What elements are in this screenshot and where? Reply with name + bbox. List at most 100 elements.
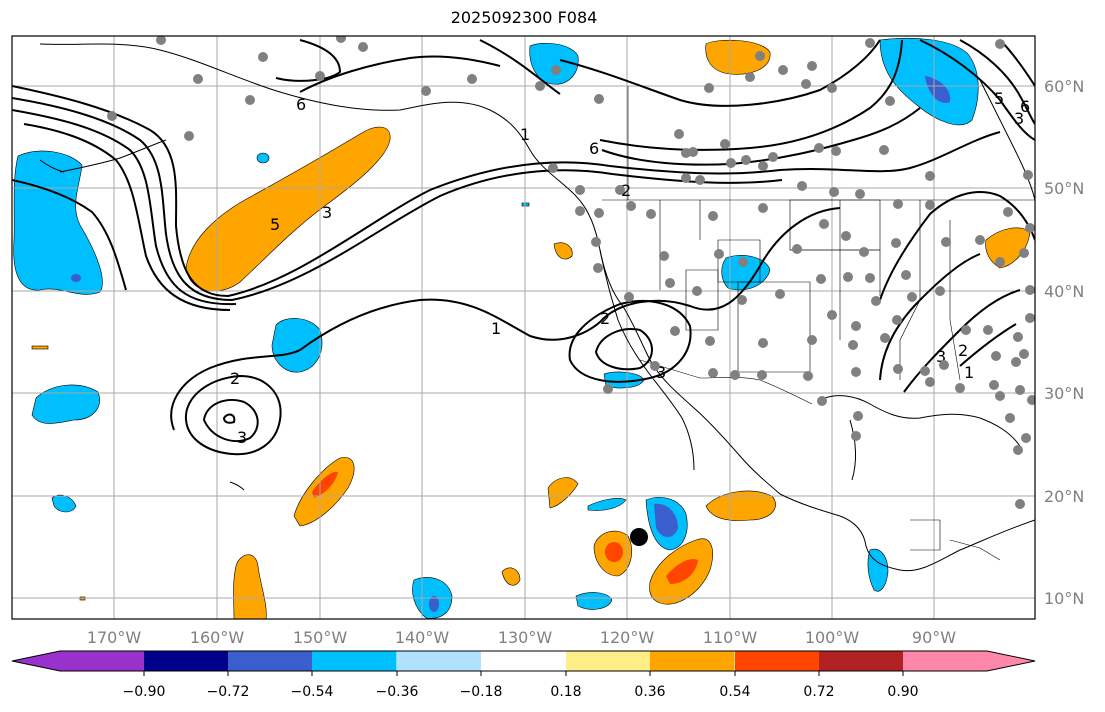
station-marker (935, 286, 945, 296)
coastlines (39, 43, 1035, 572)
station-marker (995, 257, 1005, 267)
map-title: 2025092300 F084 (450, 8, 598, 27)
country-state-borders (602, 86, 1035, 561)
station-marker (803, 371, 813, 381)
contour-label: 6 (1020, 97, 1030, 116)
station-marker (778, 65, 788, 75)
station-marker (807, 335, 817, 345)
station-marker (768, 152, 778, 162)
station-marker (624, 292, 634, 302)
colorbar-tick-label: −0.54 (291, 684, 334, 700)
station-marker (674, 129, 684, 139)
station-marker (807, 61, 817, 71)
station-marker (827, 310, 837, 320)
station-marker (991, 351, 1001, 361)
station-marker (551, 65, 561, 75)
station-marker (814, 143, 824, 153)
station-marker (755, 51, 765, 61)
station-marker (650, 361, 660, 371)
station-marker (1015, 385, 1025, 395)
station-marker (1023, 170, 1033, 180)
station-marker (801, 79, 811, 89)
colorbar-ticks (143, 671, 904, 676)
contour-label: 3 (656, 363, 666, 382)
contour-label: 3 (322, 203, 332, 222)
station-marker (575, 206, 585, 216)
station-marker (831, 146, 841, 156)
station-marker (758, 203, 768, 213)
latitude-label: 10°N (1044, 589, 1084, 608)
station-marker (797, 181, 807, 191)
contour-label: 3 (237, 428, 247, 447)
station-marker (885, 96, 895, 106)
station-marker (1011, 357, 1021, 367)
colorbar-tick-label: 0.90 (887, 684, 918, 700)
station-marker (258, 52, 268, 62)
positive-anomaly-shading (31, 39, 1031, 619)
station-marker (670, 326, 680, 336)
station-marker (738, 257, 748, 267)
station-marker (941, 237, 951, 247)
contour-label: 1 (491, 319, 501, 338)
colorbar-tick-label: 0.18 (550, 684, 581, 700)
station-marker (892, 315, 902, 325)
station-marker (726, 158, 736, 168)
colorbar: −0.90 −0.72 −0.54 −0.36 −0.18 0.18 0.36 … (11, 650, 1036, 700)
station-marker (1025, 223, 1035, 233)
station-marker (817, 396, 827, 406)
station-marker (421, 86, 431, 96)
station-marker (1025, 313, 1035, 323)
station-marker (730, 370, 740, 380)
station-marker (1013, 445, 1023, 455)
station-marker (775, 289, 785, 299)
station-marker (1005, 413, 1015, 423)
station-marker (615, 185, 625, 195)
longitude-label: 150°W (293, 628, 348, 647)
map-plot-area (12, 36, 1035, 619)
station-marker (995, 391, 1005, 401)
station-marker (659, 251, 669, 261)
colorbar-swatch (566, 651, 651, 671)
station-marker (995, 39, 1005, 49)
map-frame (11, 35, 1036, 620)
station-marker (575, 185, 585, 195)
station-marker (708, 368, 718, 378)
station-marker (901, 270, 911, 280)
station-marker (704, 83, 714, 93)
contour-label: 3 (1014, 109, 1024, 128)
longitude-label: 170°W (87, 628, 142, 647)
storm-position-marker (630, 528, 648, 546)
station-marker (891, 238, 901, 248)
station-marker (705, 336, 715, 346)
station-marker (665, 278, 675, 288)
latitude-label: 30°N (1044, 384, 1084, 403)
station-marker (245, 95, 255, 105)
station-marker (184, 131, 194, 141)
station-marker (855, 189, 865, 199)
contour-label: 1 (964, 363, 974, 382)
colorbar-tick-label: 0.36 (634, 684, 665, 700)
colorbar-swatch (144, 651, 229, 671)
contour-label: 1 (520, 125, 530, 144)
longitude-label: 110°W (703, 628, 758, 647)
station-marker (1019, 248, 1029, 258)
latitude-label: 40°N (1044, 282, 1084, 301)
station-marker (792, 244, 802, 254)
station-marker (757, 370, 767, 380)
contour-label: 2 (621, 181, 631, 200)
station-marker (593, 263, 603, 273)
station-marker (1003, 207, 1013, 217)
station-marker (737, 295, 747, 305)
colorbar-swatch (903, 651, 987, 671)
station-marker (865, 273, 875, 283)
station-marker (853, 411, 863, 421)
station-marker (1021, 433, 1031, 443)
station-marker (1013, 332, 1023, 342)
station-marker (594, 94, 604, 104)
station-markers (107, 36, 1035, 509)
station-marker (193, 74, 203, 84)
longitude-labels: 170°W 160°W 150°W 140°W 130°W 120°W 110°… (87, 628, 956, 647)
contour-label: 2 (958, 341, 968, 360)
station-marker (626, 201, 636, 211)
